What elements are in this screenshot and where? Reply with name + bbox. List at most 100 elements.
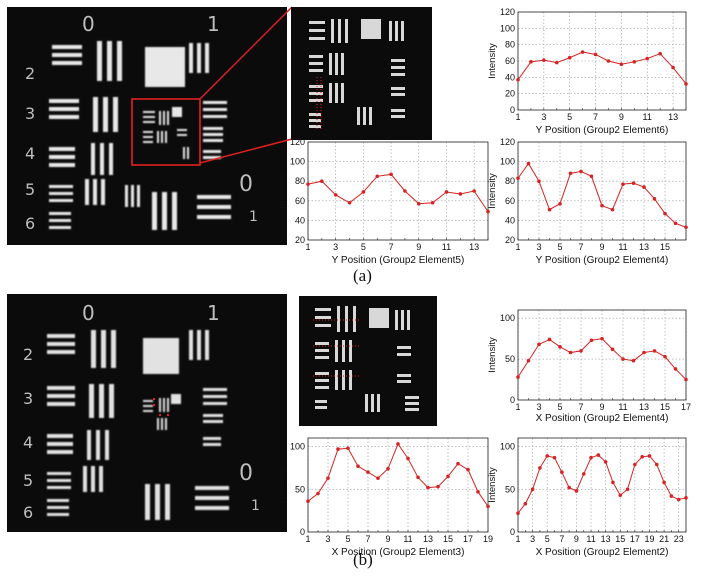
data-point (619, 62, 624, 67)
zoom-box (131, 98, 201, 166)
data-point (568, 350, 573, 355)
x-tick-label: 7 (365, 534, 370, 544)
x-tick-label: 3 (325, 534, 330, 544)
data-point (640, 455, 644, 459)
plot-frame (517, 309, 687, 401)
x-tick-label: 5 (557, 242, 562, 252)
data-point (652, 197, 657, 201)
x-tick-label: 15 (660, 242, 670, 252)
x-tick-label: 11 (643, 112, 652, 122)
data-point (547, 337, 552, 342)
y-tick-label: 100 (290, 157, 305, 167)
data-point (589, 338, 594, 343)
y-axis-label: Intensity (487, 43, 498, 79)
y-tick-label: 100 (500, 23, 515, 33)
y-tick-label: 120 (500, 137, 515, 147)
x-tick-label: 13 (639, 402, 649, 412)
x-axis-label: X Position (Group2 Element2) (536, 547, 669, 558)
x-tick-label: 1 (305, 534, 310, 544)
y-tick-label: 60 (505, 56, 515, 66)
data-point (621, 182, 625, 186)
data-point (366, 470, 370, 474)
data-point (625, 487, 630, 492)
y-tick-label: 0 (510, 527, 515, 537)
x-tick-label: 7 (578, 242, 583, 252)
plot-a-element6: 0 20 40 60 80 100 120 1 3 5 7 9 11 13 Y Position (Grou… (478, 7, 696, 136)
data-point (600, 203, 604, 208)
data-point (673, 367, 678, 371)
caption-a: (a) (353, 266, 372, 285)
y-tick-label: 100 (500, 157, 515, 167)
x-tick-label: 9 (599, 402, 604, 412)
data-point (579, 349, 583, 353)
x-axis-label: X Position (Group2 Element3) (332, 547, 465, 558)
data-point (618, 493, 623, 498)
data-point (545, 454, 550, 458)
x-tick-label: 9 (416, 242, 421, 252)
x-tick-label: 1 (515, 242, 520, 252)
element-label-6: 6 (23, 503, 33, 522)
y-tick-label: 100 (500, 313, 515, 323)
plot-a-element4: 20 40 60 80 100 120 1 3 5 7 9 11 13 15 Y Position (Gro… (478, 137, 696, 266)
data-point (376, 476, 380, 480)
data-point (306, 182, 310, 186)
x-tick-label: 5 (345, 534, 350, 544)
plot-b-element2: 0 50 100 1 3 5 7 9 11 13 15 17 19 21 23 X Position (Gro… (478, 428, 696, 558)
data-point (476, 490, 480, 494)
y-tick-label: 20 (505, 89, 515, 99)
y-tick-label: 80 (295, 176, 305, 186)
y-tick-label: 0 (510, 395, 515, 405)
plot-frame (517, 437, 687, 533)
data-point (436, 484, 440, 489)
data-point (558, 345, 562, 349)
y-tick-label: 50 (505, 354, 515, 364)
plot-frame (307, 437, 489, 533)
data-point (416, 201, 421, 206)
data-point (320, 179, 324, 183)
plot-b-element3: 0 50 100 1 3 5 7 9 11 13 15 17 19 X Position (Group2 … (270, 428, 493, 558)
data-point (403, 189, 407, 193)
data-point (633, 462, 637, 467)
data-point (558, 201, 562, 206)
data-point (631, 181, 636, 185)
zoomed-image-a (291, 7, 432, 140)
data-point (684, 496, 688, 500)
x-tick-label: 13 (469, 242, 479, 252)
data-point (579, 169, 583, 174)
y-tick-label: 50 (505, 484, 515, 494)
data-point (632, 60, 637, 64)
x-tick-label: 13 (639, 242, 649, 252)
data-point (642, 350, 646, 355)
data-point (568, 171, 573, 176)
data-point (581, 472, 586, 476)
x-tick-label: 1 (515, 534, 520, 544)
x-tick-label: 3 (333, 242, 338, 252)
x-tick-label: 3 (530, 534, 535, 544)
data-point (466, 467, 470, 472)
x-tick-label: 15 (615, 534, 625, 544)
group-label-0-small: 0 (239, 172, 253, 197)
series-line (307, 173, 489, 212)
data-point (542, 58, 546, 62)
x-axis-label: Y Position (Group2 Element4) (536, 255, 669, 266)
x-tick-label: 19 (483, 534, 493, 544)
x-tick-label: 11 (442, 242, 451, 252)
data-point (516, 77, 520, 82)
data-point (336, 447, 340, 451)
x-tick-label: 21 (659, 534, 669, 544)
data-point (589, 455, 593, 460)
x-axis-label: Y Position (Group2 Element6) (536, 125, 669, 136)
x-tick-label: 11 (403, 534, 412, 544)
x-tick-label: 13 (668, 112, 678, 122)
data-point (538, 466, 542, 470)
y-tick-label: 120 (290, 137, 305, 147)
x-tick-label: 7 (389, 242, 394, 252)
y-axis-label: Intensity (487, 173, 498, 209)
data-point (530, 487, 535, 492)
x-tick-label: 19 (644, 534, 654, 544)
data-point (389, 172, 393, 177)
